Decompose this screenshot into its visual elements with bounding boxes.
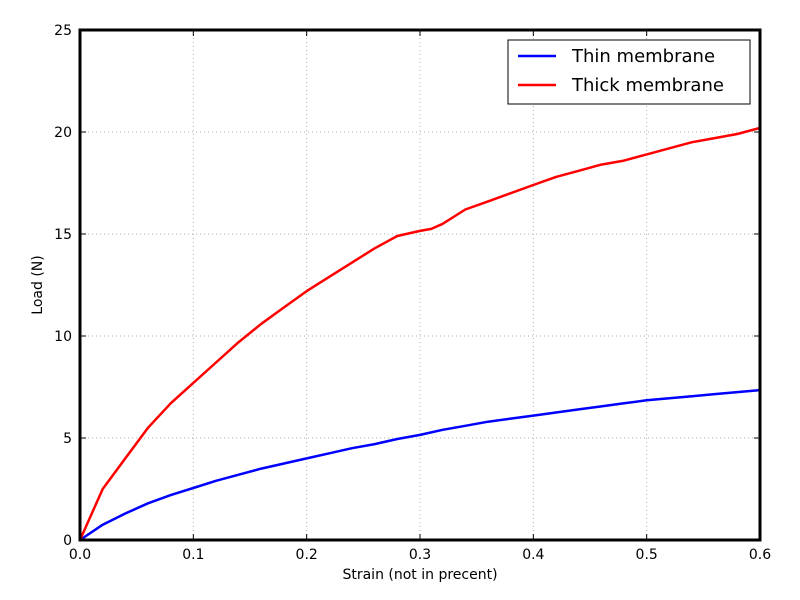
grid [80,30,760,540]
x-tick-label: 0.2 [296,547,318,563]
legend-label-thin: Thin membrane [571,46,715,67]
y-tick-label: 25 [54,23,72,39]
y-tick-label: 20 [54,125,72,141]
y-tick-label: 15 [54,227,72,243]
y-tick-label: 5 [63,431,72,447]
legend-label-thick: Thick membrane [571,75,724,96]
tick-layer: 0.0 0.1 0.2 0.3 0.4 0.5 0.6 0 5 10 15 20 25 [54,23,771,563]
x-axis-title: Strain (not in precent) [342,567,497,583]
x-tick-label: 0.0 [69,547,91,563]
y-tick-label: 10 [54,329,72,345]
x-tick-label: 0.1 [182,547,204,563]
y-tick-label: 0 [63,533,72,549]
series-line-thin-membrane [79,388,761,542]
x-tick-label: 0.6 [749,547,771,563]
legend-box [507,39,751,105]
x-tick-label: 0.5 [636,547,658,563]
y-axis-title: Load (N) [30,255,46,314]
x-tick-label: 0.4 [522,547,544,563]
series-line-thick-membrane [78,126,761,541]
x-tick-label: 0.3 [409,547,431,563]
legend: Thin membrane Thick membrane [507,39,751,105]
series-layer [78,126,761,542]
